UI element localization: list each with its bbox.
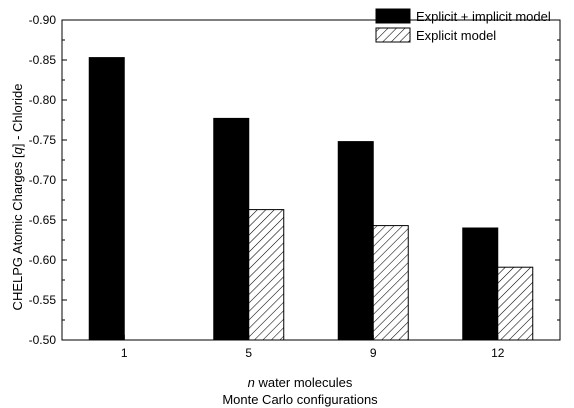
- y-tick-label: -0.70: [29, 173, 57, 187]
- x-tick-label: 5: [245, 346, 252, 360]
- x-tick-label: 1: [121, 346, 128, 360]
- x-tick-label: 9: [370, 346, 377, 360]
- bar-explicit-implicit: [213, 117, 250, 341]
- y-tick-label: -0.50: [29, 333, 57, 347]
- legend-label: Explicit + implicit model: [416, 9, 551, 24]
- bar-explicit: [372, 225, 409, 341]
- bar-explicit: [248, 209, 285, 341]
- x-axis-title-line-1: n water molecules: [248, 375, 353, 390]
- legend-label: Explicit model: [416, 28, 496, 43]
- bar-explicit-implicit: [88, 57, 125, 341]
- bar-explicit-implicit: [337, 141, 374, 341]
- x-tick-label: 12: [491, 346, 505, 360]
- y-axis: -0.90 -0.85 -0.80 -0.75 -0.70 -0.65 -0.60 -0.55…: [29, 13, 560, 347]
- x-axis: 1 5 9 12: [121, 335, 505, 360]
- bar-explicit-implicit: [462, 227, 499, 341]
- y-tick-label: -0.60: [29, 253, 57, 267]
- y-tick-label: -0.55: [29, 293, 57, 307]
- y-axis-title: CHELPG Atomic Charges [q] - Chloride: [10, 84, 25, 311]
- y-tick-label: -0.90: [29, 13, 57, 27]
- x-axis-title-line-2: Monte Carlo configurations: [222, 392, 378, 407]
- bars-group: [88, 57, 534, 341]
- legend: Explicit + implicit model Explicit model: [375, 8, 551, 43]
- y-tick-label: -0.65: [29, 213, 57, 227]
- legend-swatch-explicit-implicit: [375, 8, 411, 24]
- y-tick-label: -0.85: [29, 53, 57, 67]
- y-tick-label: -0.75: [29, 133, 57, 147]
- bar-explicit: [497, 266, 534, 341]
- y-tick-label: -0.80: [29, 93, 57, 107]
- legend-swatch-explicit: [375, 27, 411, 43]
